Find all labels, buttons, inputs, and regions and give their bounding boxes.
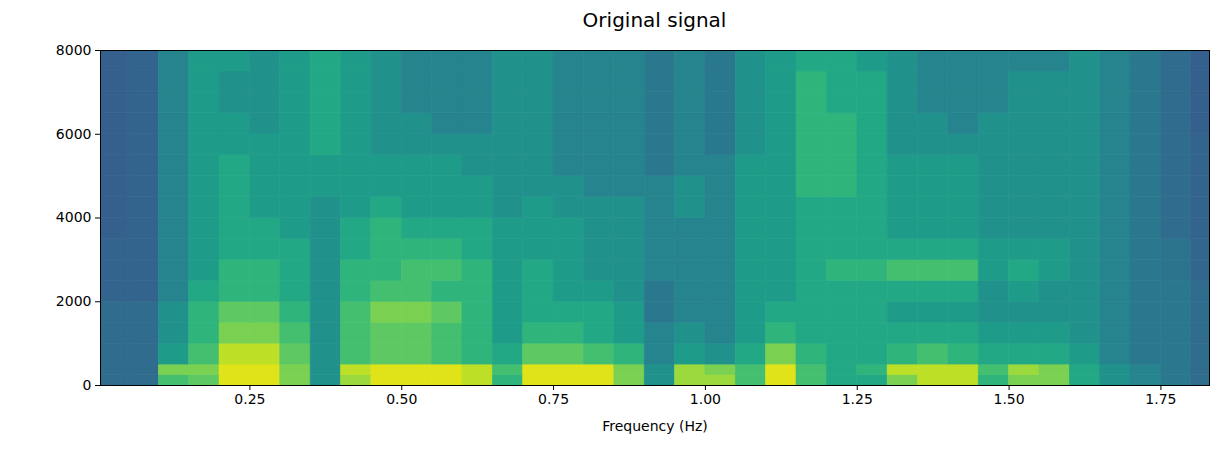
svg-text:0.75: 0.75 bbox=[538, 391, 569, 407]
svg-text:8000: 8000 bbox=[56, 42, 92, 58]
svg-text:2000: 2000 bbox=[56, 293, 92, 309]
svg-text:1.50: 1.50 bbox=[993, 391, 1024, 407]
svg-text:6000: 6000 bbox=[56, 126, 92, 142]
svg-text:0: 0 bbox=[83, 377, 92, 393]
html-text:Original signal: Original signal bbox=[582, 8, 727, 32]
svg-text:0.25: 0.25 bbox=[234, 391, 265, 407]
svg-text:Frequency (Hz): Frequency (Hz) bbox=[602, 418, 708, 434]
svg-text:0.50: 0.50 bbox=[386, 391, 417, 407]
svg-text:1.25: 1.25 bbox=[842, 391, 873, 407]
svg-text:4000: 4000 bbox=[56, 209, 92, 225]
svg-text:1.00: 1.00 bbox=[690, 391, 721, 407]
svg-text:1.75: 1.75 bbox=[1145, 391, 1176, 407]
